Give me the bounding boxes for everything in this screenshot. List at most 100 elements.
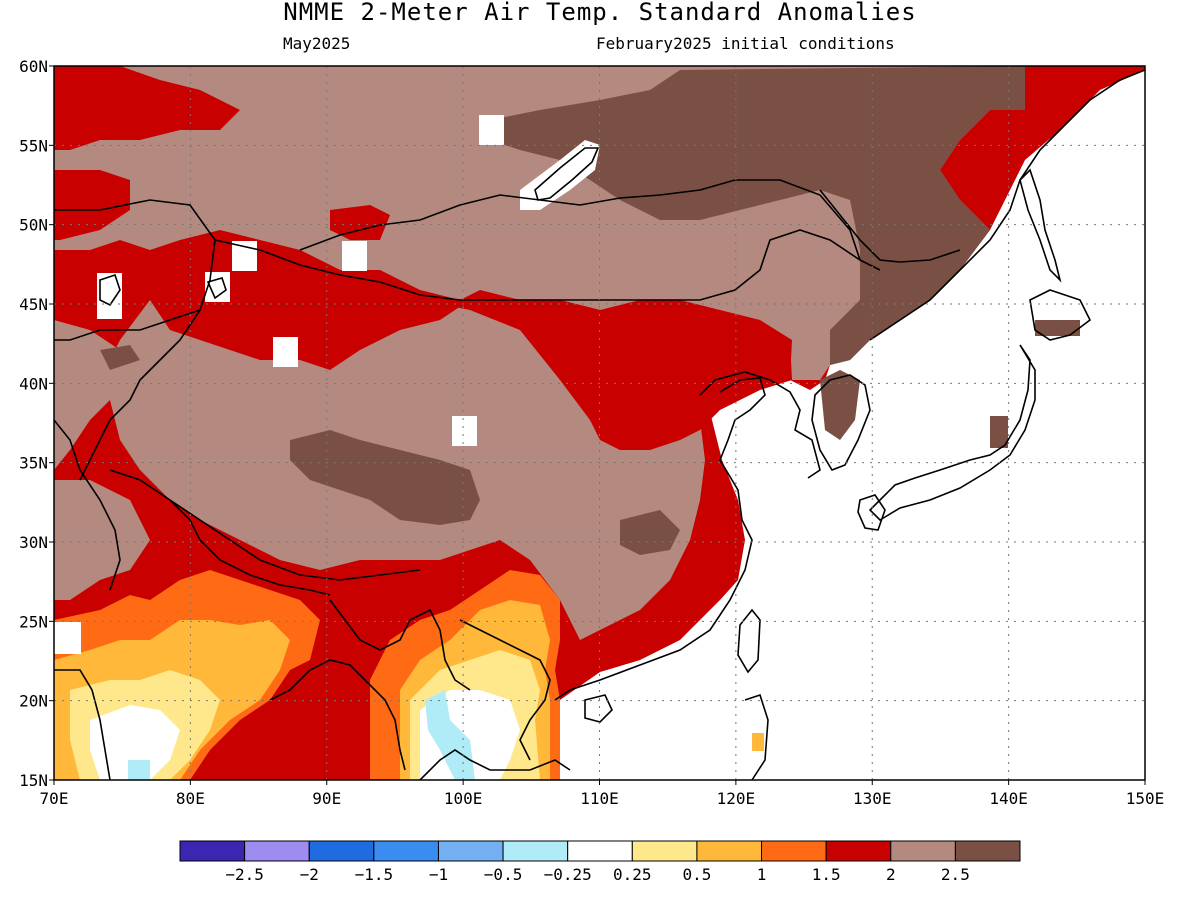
lat-label: 55N xyxy=(19,136,48,155)
coastline-bohai xyxy=(699,371,821,479)
colorbar xyxy=(179,840,1021,862)
field-brown-tibet xyxy=(290,430,480,525)
lon-label: 150E xyxy=(1126,789,1165,808)
coastline-honshu xyxy=(868,344,1036,522)
coastline-hainan xyxy=(584,694,613,723)
field-white-sw xyxy=(54,622,81,654)
coastline-korea xyxy=(811,374,871,471)
colorbar-label: −2.5 xyxy=(225,865,264,884)
border-himalaya xyxy=(109,469,421,581)
longitude-labels: 70E 80E 90E 100E 110E 120E 130E 140E 150E xyxy=(40,789,1165,808)
field-white-khovsgol xyxy=(342,241,367,271)
coastline-kyushu xyxy=(857,494,886,531)
lon-label: 130E xyxy=(853,789,892,808)
colorbar-label: 2 xyxy=(886,865,896,884)
colorbar-label: 2.5 xyxy=(941,865,970,884)
field-white-india xyxy=(90,705,180,780)
border-kazakh xyxy=(54,199,216,341)
colorbar-swatch xyxy=(567,840,633,862)
lat-label: 20N xyxy=(19,692,48,711)
lon-label: 90E xyxy=(312,789,341,808)
colorbar-swatch xyxy=(631,840,698,862)
coastline-sakhalin xyxy=(1019,168,1062,283)
field-brown-west xyxy=(100,345,140,370)
initial-conditions: February2025 initial conditions xyxy=(596,34,895,53)
coastline-bay-bengal xyxy=(269,659,406,771)
map-title: NMME 2-Meter Air Temp. Standard Anomalie… xyxy=(283,0,917,26)
lon-label: 140E xyxy=(989,789,1028,808)
field-brown-korea xyxy=(820,370,860,440)
field-brown-south xyxy=(620,510,680,555)
lon-label: 110E xyxy=(580,789,619,808)
colorbar-label: −0.5 xyxy=(484,865,523,884)
colorbar-label: 1 xyxy=(757,865,767,884)
border-mongolia-north xyxy=(299,179,861,261)
field-red-kazakh xyxy=(54,170,130,240)
field-white-issyk xyxy=(273,337,298,367)
coastline-india-west xyxy=(54,669,111,780)
lon-label: 120E xyxy=(717,789,756,808)
field-white-qinghai xyxy=(452,416,477,446)
colorbar-swatch xyxy=(761,840,827,862)
lon-label: 100E xyxy=(444,789,483,808)
colorbar-swatch xyxy=(308,840,375,862)
colorbar-swatch xyxy=(502,840,569,862)
field-white-balkhash xyxy=(205,272,230,302)
colorbar-swatch xyxy=(179,840,246,862)
colorbar-swatch xyxy=(696,840,763,862)
colorbar-labels: −2.5 −2 −1.5 −1 −0.5 −0.25 0.25 0.5 1 1.5 2 2.5 xyxy=(225,865,969,884)
field-red-innermongolia xyxy=(520,300,792,450)
coastline-hokkaido xyxy=(1029,289,1092,341)
colorbar-label: −0.25 xyxy=(544,865,592,884)
colorbar-label: −1 xyxy=(429,865,448,884)
field-white-baikal xyxy=(520,140,600,210)
coastline-russia-east xyxy=(869,69,1145,341)
lon-label: 70E xyxy=(40,789,69,808)
lat-label: 60N xyxy=(19,57,48,76)
field-brown-northeast xyxy=(490,66,1025,365)
lat-label: 50N xyxy=(19,216,48,235)
colorbar-label: −2 xyxy=(300,865,319,884)
border-pakistan xyxy=(54,419,121,591)
coastline-balkhash xyxy=(206,277,227,300)
lat-label: 35N xyxy=(19,454,48,473)
colorbar-swatch xyxy=(890,840,956,862)
lat-label: 30N xyxy=(19,533,48,552)
coastline-luzon xyxy=(744,693,769,780)
colorbar-label: 0.5 xyxy=(682,865,711,884)
coastline-baikal xyxy=(534,147,600,201)
field-white-aral xyxy=(97,273,122,319)
field-lightblue-indochina xyxy=(425,690,475,780)
colorbar-swatch xyxy=(373,840,439,862)
graticule xyxy=(54,66,1145,780)
colorbar-swatch xyxy=(244,840,310,862)
field-brown-japan2 xyxy=(990,416,1008,448)
field-red-tuva xyxy=(330,205,390,240)
field-amber-taiwan xyxy=(752,733,764,751)
lat-label: 15N xyxy=(19,771,48,790)
lat-label: 40N xyxy=(19,374,48,393)
lon-label: 80E xyxy=(176,789,205,808)
colorbar-label: 1.5 xyxy=(812,865,841,884)
border-indochina xyxy=(459,619,551,761)
coastline-caspian-aral xyxy=(99,273,121,307)
border-india-north xyxy=(169,499,331,596)
anomaly-fields xyxy=(54,66,1145,780)
colorbar-label: 0.25 xyxy=(613,865,652,884)
coastline-indochina xyxy=(419,749,571,780)
field-lightblue-india xyxy=(128,760,150,780)
border-china-west xyxy=(79,309,201,481)
field-pink-west xyxy=(54,320,120,470)
field-white-baikal-n xyxy=(479,115,504,145)
colorbar-label: −1.5 xyxy=(355,865,394,884)
border-myanmar xyxy=(329,599,471,691)
lat-label: 45N xyxy=(19,295,48,314)
field-pink-sw xyxy=(54,480,150,600)
lat-label: 25N xyxy=(19,612,48,631)
forecast-month: May2025 xyxy=(283,34,351,53)
coastline-china xyxy=(554,377,766,701)
colorbar-swatch xyxy=(437,840,504,862)
field-red-siberia xyxy=(54,66,240,150)
river-amur xyxy=(819,189,961,263)
